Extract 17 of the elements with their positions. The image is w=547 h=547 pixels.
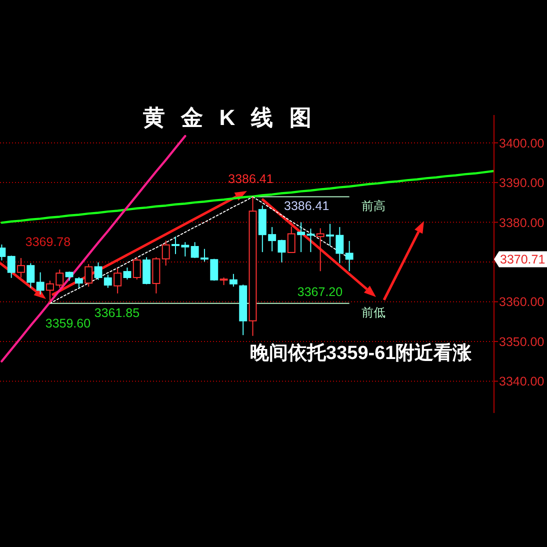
annotation: 3361.85	[94, 306, 140, 320]
text: 3370.71	[500, 252, 546, 267]
y-tick-label: 3360.00	[499, 295, 544, 310]
annotation: 3386.41	[228, 172, 274, 186]
annotation: 晚间依托3359-61附近看涨	[250, 342, 473, 364]
annotation: 3369.78	[25, 235, 71, 249]
annotation: 3367.20	[297, 285, 343, 299]
y-tick-label: 3380.00	[499, 216, 544, 230]
y-tick-label: 3400.00	[499, 136, 544, 150]
y-tick-label: 3350.00	[499, 334, 544, 349]
ref-line-label: 前低	[361, 305, 386, 320]
y-tick-label: 3390.00	[499, 176, 544, 190]
y-tick-label: 3340.00	[499, 374, 544, 389]
annotation: 3386.41	[284, 199, 330, 213]
annotation: 3359.60	[45, 316, 91, 330]
ref-line-label: 前高	[361, 198, 386, 213]
chart-title: 黄 金 K 线 图	[142, 105, 316, 130]
